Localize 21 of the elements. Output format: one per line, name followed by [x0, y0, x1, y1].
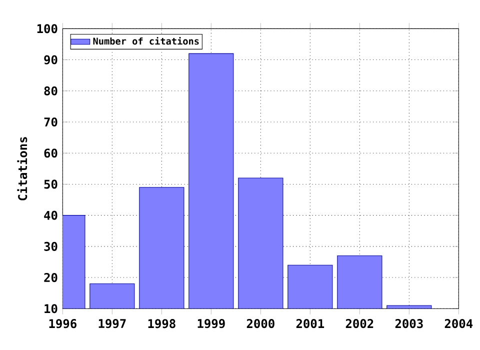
y-tick-label: 90	[44, 55, 58, 64]
y-axis-title: Citations	[17, 137, 28, 200]
x-tick-label: 1998	[148, 319, 176, 328]
x-tick-label: 1999	[198, 319, 225, 328]
x-tick-label: 2002	[346, 319, 374, 328]
y-tick-label: 70	[44, 117, 58, 127]
x-tick-label: 2001	[296, 319, 324, 328]
x-tick-label: 1996	[49, 319, 76, 328]
x-tick-label: 1997	[98, 319, 126, 328]
y-tick-label: 30	[44, 242, 58, 251]
y-tick-label: 20	[44, 273, 58, 282]
x-tick-label: 2003	[395, 319, 423, 328]
y-tick-label: 50	[44, 180, 58, 189]
y-tick-label: 80	[44, 86, 58, 96]
legend-label: Number of citations	[93, 36, 199, 45]
y-tick-label: 10	[44, 304, 58, 314]
y-tick-label: 60	[44, 148, 58, 158]
y-tick-label: 100	[37, 24, 58, 34]
x-tick-label: 2004	[444, 319, 473, 328]
y-tick-label: 40	[44, 210, 58, 220]
x-tick-label: 2000	[246, 319, 274, 328]
